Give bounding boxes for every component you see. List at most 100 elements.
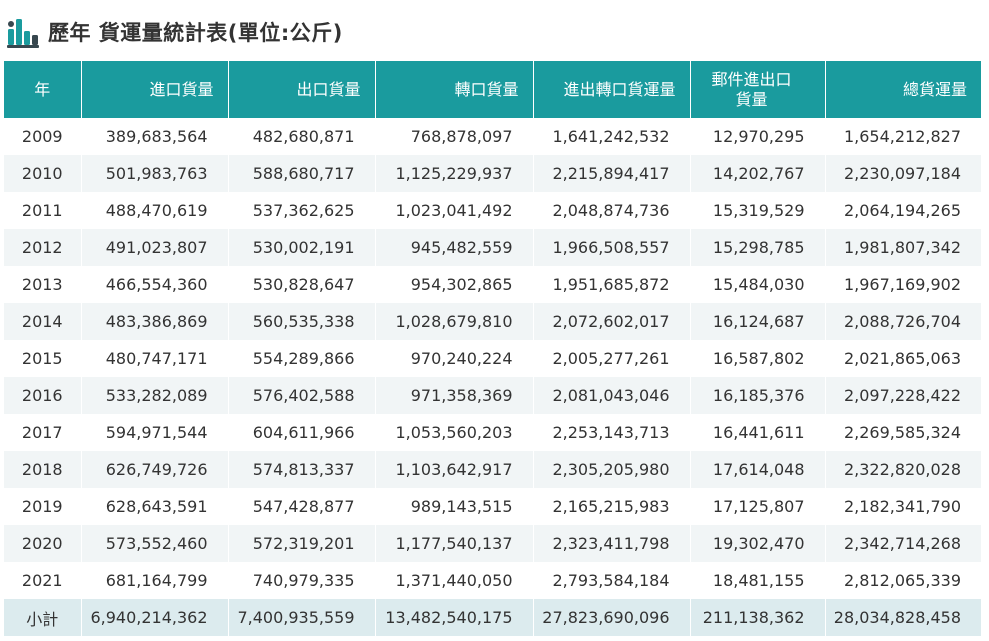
column-header-year: 年 bbox=[4, 61, 82, 118]
cell-export: 560,535,338 bbox=[228, 303, 376, 340]
cell-import: 628,643,591 bbox=[81, 488, 229, 525]
column-header-grand-total: 總貨運量 bbox=[825, 61, 981, 118]
cell-total-cargo: 2,081,043,046 bbox=[533, 377, 691, 414]
cell-import: 681,164,799 bbox=[81, 562, 229, 599]
cell-year: 2016 bbox=[4, 377, 82, 414]
cell-transit: 1,053,560,203 bbox=[375, 414, 534, 451]
table-row: 2017 594,971,544 604,611,966 1,053,560,203 2… bbox=[4, 414, 981, 451]
cell-total-cargo: 2,048,874,736 bbox=[533, 192, 691, 229]
cell-year: 2017 bbox=[4, 414, 82, 451]
cell-export: 604,611,966 bbox=[228, 414, 376, 451]
cell-grand-total: 2,182,341,790 bbox=[825, 488, 981, 525]
cell-year: 2021 bbox=[4, 562, 82, 599]
cell-mail: 17,614,048 bbox=[690, 451, 826, 488]
cell-grand-total: 2,812,065,339 bbox=[825, 562, 981, 599]
cell-year: 2018 bbox=[4, 451, 82, 488]
cell-year: 2011 bbox=[4, 192, 82, 229]
table-total-row: 小計 6,940,214,362 7,400,935,559 13,482,540,1… bbox=[4, 599, 981, 636]
table-row: 2011 488,470,619 537,362,625 1,023,041,492 2… bbox=[4, 192, 981, 229]
cell-mail: 15,298,785 bbox=[690, 229, 826, 266]
cell-mail: 16,587,802 bbox=[690, 340, 826, 377]
cell-transit: 1,371,440,050 bbox=[375, 562, 534, 599]
table-row: 2009 389,683,564 482,680,871 768,878,097 1,6… bbox=[4, 118, 981, 155]
cargo-statistics-table-container: 年 進口貨量 出口貨量 轉口貨量 進出轉口貨運量 郵件進出口 貨量 總貨運量 2… bbox=[4, 61, 981, 636]
table-row: 2016 533,282,089 576,402,588 971,358,369 2,0… bbox=[4, 377, 981, 414]
column-header-mail-label: 郵件進出口 貨量 bbox=[711, 69, 792, 109]
cell-mail: 12,970,295 bbox=[690, 118, 826, 155]
cell-import: 501,983,763 bbox=[81, 155, 229, 192]
cell-grand-total: 1,654,212,827 bbox=[825, 118, 981, 155]
column-header-import: 進口貨量 bbox=[81, 61, 229, 118]
cell-import: 480,747,171 bbox=[81, 340, 229, 377]
cell-year: 2020 bbox=[4, 525, 82, 562]
cell-year: 2012 bbox=[4, 229, 82, 266]
cell-mail: 14,202,767 bbox=[690, 155, 826, 192]
column-header-export: 出口貨量 bbox=[228, 61, 376, 118]
cell-mail: 19,302,470 bbox=[690, 525, 826, 562]
total-cell-import: 6,940,214,362 bbox=[81, 599, 229, 636]
total-cell-transit: 13,482,540,175 bbox=[375, 599, 534, 636]
cell-export: 572,319,201 bbox=[228, 525, 376, 562]
cargo-statistics-table: 年 進口貨量 出口貨量 轉口貨量 進出轉口貨運量 郵件進出口 貨量 總貨運量 2… bbox=[4, 61, 981, 636]
cell-transit: 970,240,224 bbox=[375, 340, 534, 377]
cell-year: 2009 bbox=[4, 118, 82, 155]
cell-total-cargo: 2,215,894,417 bbox=[533, 155, 691, 192]
cell-import: 389,683,564 bbox=[81, 118, 229, 155]
cell-import: 533,282,089 bbox=[81, 377, 229, 414]
table-row: 2019 628,643,591 547,428,877 989,143,515 2,1… bbox=[4, 488, 981, 525]
bar-chart-icon bbox=[7, 19, 39, 48]
cell-export: 530,828,647 bbox=[228, 266, 376, 303]
cell-transit: 945,482,559 bbox=[375, 229, 534, 266]
cell-mail: 15,484,030 bbox=[690, 266, 826, 303]
cell-mail: 17,125,807 bbox=[690, 488, 826, 525]
total-cell-year: 小計 bbox=[4, 599, 82, 636]
table-row: 2018 626,749,726 574,813,337 1,103,642,917 2… bbox=[4, 451, 981, 488]
cell-total-cargo: 1,641,242,532 bbox=[533, 118, 691, 155]
cell-export: 574,813,337 bbox=[228, 451, 376, 488]
total-cell-export: 7,400,935,559 bbox=[228, 599, 376, 636]
cell-transit: 1,177,540,137 bbox=[375, 525, 534, 562]
table-header-row: 年 進口貨量 出口貨量 轉口貨量 進出轉口貨運量 郵件進出口 貨量 總貨運量 bbox=[4, 61, 981, 118]
cell-import: 626,749,726 bbox=[81, 451, 229, 488]
total-cell-total-cargo: 27,823,690,096 bbox=[533, 599, 691, 636]
cell-transit: 1,103,642,917 bbox=[375, 451, 534, 488]
cell-grand-total: 2,064,194,265 bbox=[825, 192, 981, 229]
table-row: 2014 483,386,869 560,535,338 1,028,679,810 2… bbox=[4, 303, 981, 340]
cell-year: 2015 bbox=[4, 340, 82, 377]
table-row: 2012 491,023,807 530,002,191 945,482,559 1,9… bbox=[4, 229, 981, 266]
cell-export: 482,680,871 bbox=[228, 118, 376, 155]
cell-import: 483,386,869 bbox=[81, 303, 229, 340]
cell-transit: 1,023,041,492 bbox=[375, 192, 534, 229]
cell-grand-total: 2,322,820,028 bbox=[825, 451, 981, 488]
cell-total-cargo: 2,253,143,713 bbox=[533, 414, 691, 451]
column-header-total-cargo: 進出轉口貨運量 bbox=[533, 61, 691, 118]
cell-transit: 954,302,865 bbox=[375, 266, 534, 303]
cell-transit: 1,028,679,810 bbox=[375, 303, 534, 340]
cell-year: 2019 bbox=[4, 488, 82, 525]
cell-grand-total: 2,230,097,184 bbox=[825, 155, 981, 192]
table-row: 2020 573,552,460 572,319,201 1,177,540,137 2… bbox=[4, 525, 981, 562]
cell-import: 488,470,619 bbox=[81, 192, 229, 229]
column-header-mail: 郵件進出口 貨量 bbox=[690, 61, 826, 118]
table-row: 2015 480,747,171 554,289,866 970,240,224 2,0… bbox=[4, 340, 981, 377]
cell-year: 2014 bbox=[4, 303, 82, 340]
cell-import: 491,023,807 bbox=[81, 229, 229, 266]
cell-mail: 16,124,687 bbox=[690, 303, 826, 340]
cell-total-cargo: 2,793,584,184 bbox=[533, 562, 691, 599]
total-cell-mail: 211,138,362 bbox=[690, 599, 826, 636]
page-header: 歷年 貨運量統計表(單位:公斤) bbox=[6, 14, 343, 50]
cell-year: 2013 bbox=[4, 266, 82, 303]
cell-total-cargo: 2,323,411,798 bbox=[533, 525, 691, 562]
cell-export: 740,979,335 bbox=[228, 562, 376, 599]
cell-total-cargo: 1,966,508,557 bbox=[533, 229, 691, 266]
cell-export: 554,289,866 bbox=[228, 340, 376, 377]
cell-total-cargo: 2,072,602,017 bbox=[533, 303, 691, 340]
cell-grand-total: 2,269,585,324 bbox=[825, 414, 981, 451]
table-row: 2010 501,983,763 588,680,717 1,125,229,937 2… bbox=[4, 155, 981, 192]
cell-grand-total: 1,967,169,902 bbox=[825, 266, 981, 303]
page-title: 歷年 貨運量統計表(單位:公斤) bbox=[48, 21, 343, 45]
cell-mail: 18,481,155 bbox=[690, 562, 826, 599]
cell-export: 530,002,191 bbox=[228, 229, 376, 266]
total-cell-grand-total: 28,034,828,458 bbox=[825, 599, 981, 636]
table-row: 2013 466,554,360 530,828,647 954,302,865 1,9… bbox=[4, 266, 981, 303]
